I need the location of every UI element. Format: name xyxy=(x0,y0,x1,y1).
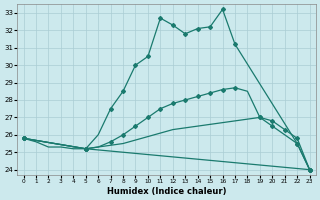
X-axis label: Humidex (Indice chaleur): Humidex (Indice chaleur) xyxy=(107,187,226,196)
